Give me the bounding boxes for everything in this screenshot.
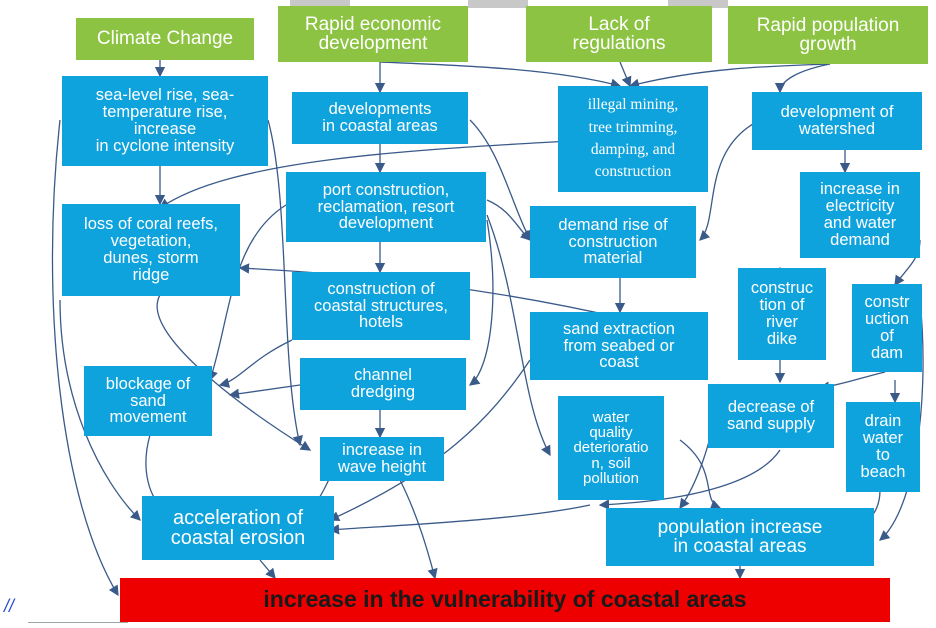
effect-coastal-structures: construction of coastal structures, hote… (292, 272, 470, 340)
arrow (699, 119, 761, 241)
effect-port-construction: port construction, reclamation, resort d… (286, 172, 486, 242)
footnote-line (28, 622, 128, 623)
arrow (267, 119, 303, 447)
arrow (379, 61, 622, 89)
final-vulnerability: increase in the vulnerability of coastal… (120, 578, 890, 622)
arrow (51, 119, 119, 597)
effect-wave-height: increase in wave height (320, 437, 444, 481)
effect-watershed-development: development of watershed (752, 92, 922, 150)
arrow (486, 199, 531, 241)
cause-economic-development: Rapid economic development (278, 6, 468, 62)
arrow (328, 359, 531, 521)
arrow (218, 339, 293, 388)
arrow (468, 219, 494, 386)
arrow (598, 449, 781, 510)
cause-lack-of-regulations: Lack of regulations (526, 6, 712, 62)
effect-coastal-developments: developments in coastal areas (292, 92, 468, 144)
arrow (259, 559, 276, 579)
arrow (399, 479, 438, 580)
arrow (469, 119, 531, 242)
effect-electricity-water-demand: increase in electricity and water demand (800, 172, 920, 258)
effect-river-dike: construc tion of river dike (738, 268, 826, 360)
arrow (679, 439, 722, 510)
cause-climate-change: Climate Change (76, 18, 254, 60)
arrow (486, 214, 551, 457)
effect-construction-material-demand: demand rise of construction material (530, 206, 696, 278)
effect-sand-blockage: blockage of sand movement (84, 366, 212, 436)
header-bar (290, 0, 350, 8)
effect-drain-water: drain water to beach (846, 402, 920, 492)
effect-population-increase: population increase in coastal areas (606, 508, 874, 566)
effect-coastal-erosion: acceleration of coastal erosion (142, 496, 334, 560)
effect-dam-construction: constr uction of dam (852, 284, 922, 372)
arrow (774, 63, 831, 94)
effect-sand-supply-decrease: decrease of sand supply (708, 384, 834, 448)
effect-coral-loss: loss of coral reefs, vegetation, dunes, … (62, 204, 240, 296)
effect-water-quality: water quality deterioratio n, soil pollu… (558, 396, 664, 500)
header-bar (668, 0, 728, 8)
effect-sea-level-rise: sea-level rise, sea- temperature rise, i… (62, 76, 268, 166)
cause-population-growth: Rapid population growth (728, 6, 928, 64)
header-bar (468, 0, 528, 8)
arrow (328, 504, 591, 535)
arrow (228, 384, 301, 399)
effect-illegal-mining: illegal mining, tree trimming, damping, … (558, 86, 708, 192)
footnote-mark: // (4, 596, 15, 616)
effect-channel-dredging: channel dredging (300, 358, 466, 410)
arrow (158, 139, 591, 209)
effect-sand-extraction: sand extraction from seabed or coast (530, 312, 708, 380)
arrow (628, 63, 831, 89)
arrow (619, 61, 632, 88)
